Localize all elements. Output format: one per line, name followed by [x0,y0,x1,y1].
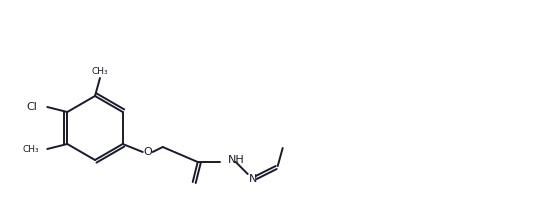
Text: NH: NH [228,155,244,165]
Text: O: O [143,147,152,157]
Text: N: N [248,174,257,184]
Text: CH₃: CH₃ [23,145,39,153]
Text: CH₃: CH₃ [92,66,108,76]
Text: Cl: Cl [26,102,37,112]
